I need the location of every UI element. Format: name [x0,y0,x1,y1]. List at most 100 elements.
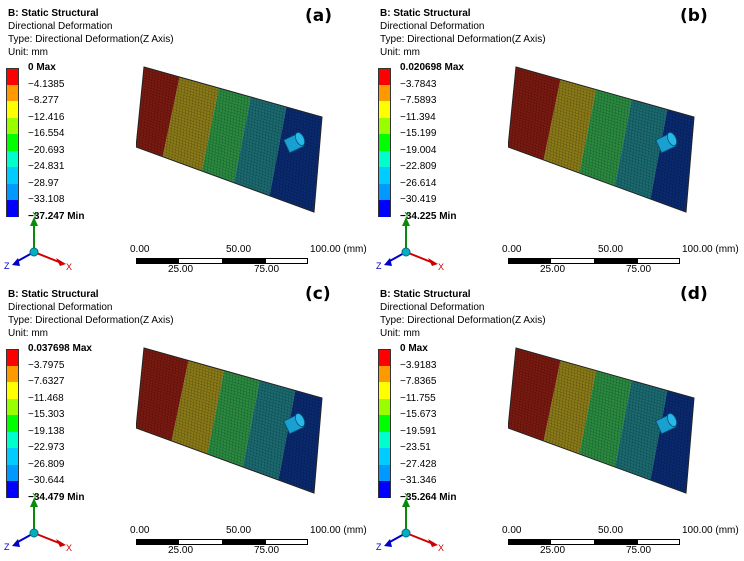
legend-swatch [378,101,391,118]
cylinder-boss [655,132,678,154]
legend-value: −15.199 [400,128,437,139]
legend-value: −3.7843 [400,78,437,90]
scale-tick-50: 50.00 [598,525,624,536]
deformation-band [233,97,287,196]
legend-value: −23.51 [400,442,431,453]
legend-swatch [6,349,19,366]
legend-swatch [378,349,391,366]
result-unit: Unit: mm [380,47,420,58]
legend-swatch [6,448,19,465]
result-subtype: Type: Directional Deformation(Z Axis) [8,34,174,45]
scale-tick-100: 100.00 (mm) [310,525,367,536]
legend-swatch [378,68,391,85]
legend-value: −34.479 Min [28,491,85,503]
axis-z-label: Z [376,261,382,271]
cylinder-boss [283,413,306,435]
scale-segment [179,539,222,545]
scale-tick-25: 25.00 [540,264,566,275]
axis-x-label: X [438,543,444,553]
legend-value: −33.108 [28,194,65,205]
deformed-plate-mesh [508,347,695,494]
result-header: B: Static Structural Directional Deforma… [8,7,174,59]
scale-tick-100: 100.00 (mm) [682,244,739,255]
legend-value: −30.419 [400,194,437,205]
legend-value: −26.614 [400,177,437,189]
legend-value: −31.346 [400,475,437,486]
legend-value: −11.394 [400,111,436,123]
legend-value: −34.225 Min [400,210,457,222]
deformation-band [136,67,180,157]
scale-tick-75: 75.00 [254,545,280,556]
scale-bar: 0.00 50.00 100.00 (mm) 25.00 75.00 [500,244,740,276]
legend-value: −16.554 [28,128,65,139]
legend-swatch [6,68,19,85]
scale-tick-50: 50.00 [226,244,252,255]
scale-tick-100: 100.00 (mm) [682,525,739,536]
result-panel-b: B: Static Structural Directional Deforma… [372,0,744,280]
legend-swatch [6,101,19,118]
panel-label: (a) [305,6,333,26]
scale-segment [265,539,308,545]
scale-tick-25: 25.00 [168,264,194,275]
deformation-band [614,99,668,199]
legend-value: −7.8365 [400,376,437,387]
scale-segment [136,539,179,545]
scale-tick-0: 0.00 [502,244,522,255]
scale-segment [179,258,222,264]
legend-swatch [378,365,391,382]
result-header: B: Static Structural Directional Deforma… [380,288,546,340]
scale-tick-0: 0.00 [502,525,522,536]
legend-value: −8.277 [28,95,59,106]
legend-value: −30.644 [28,475,65,486]
legend-value: −15.673 [400,409,437,420]
legend-swatch [378,183,391,200]
scale-tick-75: 75.00 [626,545,652,556]
legend-value: −3.9183 [400,359,437,371]
legend-value: 0.037698 Max [28,343,92,354]
legend-value: −3.7975 [28,359,65,371]
legend-swatch [6,398,19,415]
scale-tick-25: 25.00 [168,545,194,556]
panel-label: (d) [680,284,708,304]
legend-value: 0 Max [400,343,428,354]
legend-value: 0.020698 Max [400,62,464,73]
legend-value: −28.97 [28,177,59,189]
result-panel-d: B: Static Structural Directional Deforma… [372,281,744,561]
legend-value: −37.247 Min [28,210,85,222]
scale-segment [222,539,265,545]
legend-swatch [378,200,391,217]
result-type: Directional Deformation [8,21,113,32]
axis-y-label: Y [404,493,410,501]
axis-z-label: Z [4,542,10,552]
scale-segment [594,258,637,264]
deformation-band [614,380,668,480]
deformation-band [579,370,632,467]
axis-triad-icon: Y X Z [4,212,72,272]
deformation-band [650,109,694,212]
result-type: Directional Deformation [380,302,485,313]
legend-value: −11.755 [400,392,436,404]
result-subtype: Type: Directional Deformation(Z Axis) [380,34,546,45]
axis-triad-icon: Y X Z [4,493,72,553]
legend-value: −27.428 [400,458,437,470]
scale-tick-75: 75.00 [626,264,652,275]
axis-x-label: X [438,262,444,272]
result-panel-a: B: Static Structural Directional Deforma… [0,0,372,280]
analysis-title: B: Static Structural [380,8,471,19]
legend-swatch [378,117,391,134]
result-header: B: Static Structural Directional Deforma… [380,7,546,59]
scale-tick-50: 50.00 [226,525,252,536]
deformation-band [207,370,260,467]
deformation-band [543,79,597,173]
scale-segment [637,539,680,545]
legend-swatch [6,167,19,184]
legend-swatch [378,415,391,432]
analysis-title: B: Static Structural [8,8,99,19]
legend-swatch [6,365,19,382]
axis-triad-icon: Y X Z [376,493,444,553]
scale-tick-0: 0.00 [130,244,150,255]
legend-swatch [378,464,391,481]
scale-segment [551,539,594,545]
legend-value: −4.1385 [28,78,65,90]
axis-z-label: Z [4,261,10,271]
